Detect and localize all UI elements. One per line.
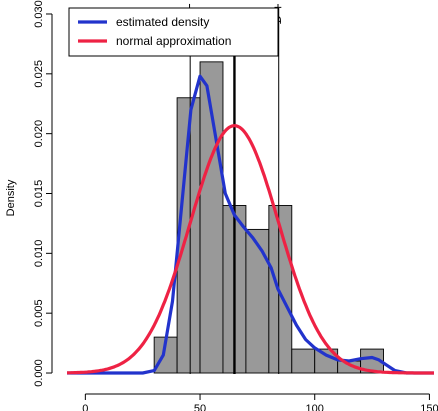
x-tick-label: 100 (306, 403, 324, 411)
x-tick-label: 150 (420, 403, 438, 411)
legend: estimated density normal approximation (68, 7, 279, 57)
histogram-bars (153, 61, 384, 374)
x-tick-label: 50 (194, 403, 206, 411)
legend-label: estimated density (116, 15, 209, 29)
axes: 0 50 100 150 0.000 0.005 0.010 0.015 0.020 0.025 0… (33, 0, 438, 411)
y-tick-label: 0.005 (33, 299, 45, 327)
y-tick-label: 0.000 (33, 359, 45, 387)
histogram-bar (291, 348, 316, 374)
y-tick-label: 0.025 (33, 60, 45, 88)
y-tick-label: 0.015 (33, 180, 45, 208)
legend-label: normal approximation (116, 34, 231, 48)
normal-approximation-curve (66, 124, 435, 375)
y-axis-label: Density (5, 179, 17, 216)
y-tick-label: 0.010 (33, 240, 45, 268)
y-tick-label: 0.030 (33, 0, 45, 28)
x-tick-label: 0 (82, 403, 88, 411)
legend-box (68, 7, 279, 57)
y-tick-label: 0.020 (33, 120, 45, 148)
histogram-bar (245, 228, 270, 374)
estimated-density-curve (67, 74, 434, 375)
density-curves (66, 74, 435, 375)
histogram-bar (360, 348, 384, 374)
